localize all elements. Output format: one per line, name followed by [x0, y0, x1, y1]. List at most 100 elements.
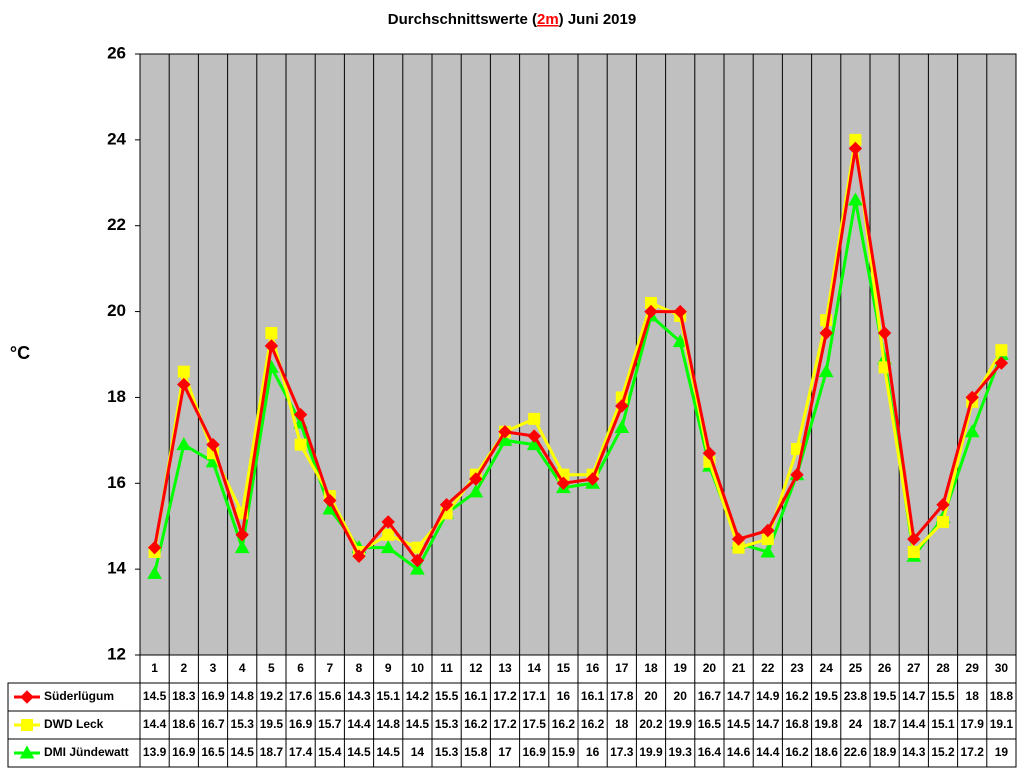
legend-label: Süderlügum: [44, 689, 114, 703]
table-value: 15.9: [552, 745, 576, 759]
x-tick-label: 5: [268, 661, 275, 675]
table-value: 14.4: [143, 717, 167, 731]
x-tick-label: 20: [703, 661, 717, 675]
data-point: [265, 327, 278, 340]
table-value: 17.2: [493, 717, 517, 731]
data-point: [410, 553, 425, 568]
data-point: [381, 515, 395, 529]
table-value: 15.1: [377, 689, 401, 703]
data-point: [234, 540, 250, 554]
table-value: 14.8: [231, 689, 255, 703]
table-value: 14: [411, 745, 425, 759]
table-value: 17.1: [523, 689, 547, 703]
data-point: [818, 364, 834, 378]
series-line: [153, 148, 1003, 564]
table-value: 14.7: [727, 689, 751, 703]
table-value: 18.6: [815, 745, 839, 759]
table-value: 14.5: [231, 745, 255, 759]
x-tick-label: 18: [644, 661, 658, 675]
data-point: [585, 472, 600, 486]
x-tick-label: 11: [440, 661, 453, 675]
data-point: [964, 424, 980, 438]
x-tick-label: 1: [151, 661, 158, 675]
table-value: 17.2: [961, 745, 985, 759]
table-value: 16: [557, 689, 571, 703]
table-value: 14.4: [756, 745, 780, 759]
data-point: [147, 540, 162, 555]
data-point: [177, 365, 190, 378]
data-point: [528, 412, 541, 425]
data-point: [907, 545, 920, 558]
legend-marker: [21, 719, 33, 731]
table-value: 19: [995, 745, 1009, 759]
data-point: [615, 399, 629, 413]
x-tick-label: 23: [790, 661, 804, 675]
data-point: [672, 334, 688, 348]
x-tick-label: 16: [586, 661, 600, 675]
x-tick-label: 21: [732, 661, 746, 675]
x-tick-label: 30: [995, 661, 1009, 675]
x-tick-label: 2: [180, 661, 187, 675]
data-point: [498, 425, 512, 439]
table-value: 14.5: [347, 745, 371, 759]
table-value: 19.8: [815, 717, 839, 731]
table-value: 16.7: [201, 717, 225, 731]
table-value: 17.9: [961, 717, 985, 731]
table-value: 16.9: [201, 689, 225, 703]
x-tick-label: 9: [385, 661, 392, 675]
data-point: [206, 437, 220, 452]
x-tick-label: 7: [326, 661, 333, 675]
table-value: 20: [674, 689, 688, 703]
table-value: 18: [966, 689, 980, 703]
table-value: 16: [586, 745, 600, 759]
table-value: 16.2: [581, 717, 605, 731]
x-tick-label: 19: [674, 661, 688, 675]
table-value: 17.5: [523, 717, 547, 731]
table-value: 15.3: [435, 717, 459, 731]
y-tick-label: 12: [107, 644, 126, 663]
table-value: 16.9: [523, 745, 547, 759]
data-point: [382, 528, 395, 541]
table-value: 18.3: [172, 689, 196, 703]
y-tick-label: 24: [107, 129, 126, 148]
table-value: 19.9: [639, 745, 663, 759]
data-point: [731, 532, 746, 546]
table-value: 19.2: [260, 689, 284, 703]
table-value: 15.4: [318, 745, 342, 759]
data-point: [469, 472, 483, 486]
y-tick-label: 16: [107, 473, 126, 492]
table-value: 19.9: [669, 717, 693, 731]
data-point: [819, 326, 833, 340]
data-point: [352, 549, 366, 563]
table-value: 15.1: [931, 717, 955, 731]
table-value: 15.7: [318, 717, 342, 731]
x-tick-label: 27: [907, 661, 921, 675]
data-point: [702, 446, 717, 460]
table-value: 17.8: [610, 689, 634, 703]
table-value: 16.9: [289, 717, 313, 731]
data-point: [848, 141, 863, 156]
table-value: 17.4: [289, 745, 313, 759]
table-value: 16.5: [698, 717, 722, 731]
table-value: 14.5: [143, 689, 167, 703]
table-value: 14.7: [756, 717, 780, 731]
table-value: 14.5: [377, 745, 401, 759]
table-value: 16.4: [698, 745, 722, 759]
table-value: 18.7: [260, 745, 284, 759]
table-value: 16.2: [785, 689, 809, 703]
table-value: 20: [644, 689, 658, 703]
title-part: ) Juni 2019: [559, 11, 637, 28]
table-value: 14.5: [727, 717, 751, 731]
data-point: [644, 304, 658, 319]
table-value: 14.9: [756, 689, 780, 703]
legend-label: DWD Leck: [44, 717, 104, 731]
x-tick-label: 4: [239, 661, 246, 675]
x-tick-label: 3: [210, 661, 217, 675]
data-point: [937, 515, 949, 528]
data-point: [790, 467, 804, 482]
table-value: 14.4: [902, 717, 926, 731]
x-tick-label: 15: [557, 661, 571, 675]
table-value: 15.8: [464, 745, 488, 759]
table-value: 14.2: [406, 689, 430, 703]
